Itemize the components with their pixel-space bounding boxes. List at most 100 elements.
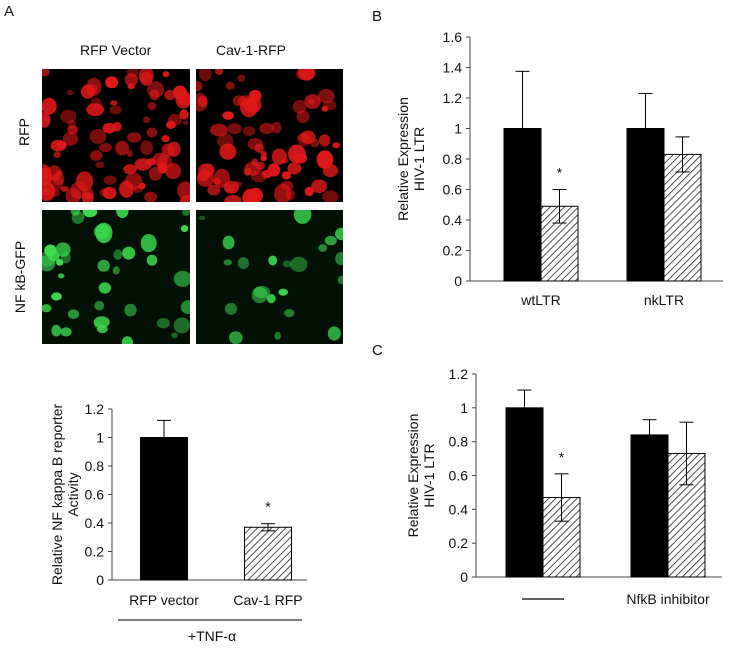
cell-blob [232, 95, 247, 107]
cell-blob [199, 215, 206, 221]
cell-blob [123, 164, 137, 175]
cell-blob [103, 175, 117, 185]
cell-blob [116, 210, 129, 218]
cell-blob [337, 275, 343, 285]
cell-blob [317, 89, 335, 104]
cell-blob [295, 69, 310, 80]
cell-blob [110, 100, 118, 106]
cell-blob [229, 331, 243, 344]
bar-solid [505, 407, 544, 578]
cell-blob [318, 244, 328, 252]
micrograph-nfkb-gfp-rfp-vector [42, 210, 190, 344]
y-tick-label: 1.2 [449, 366, 469, 382]
cell-blob [51, 324, 62, 337]
cell-blob [55, 242, 71, 257]
cell-blob [292, 99, 307, 114]
cell-blob [115, 140, 129, 156]
x-tick-label: wtLTR [520, 292, 560, 308]
cell-blob [52, 172, 65, 186]
cell-blob [122, 246, 136, 260]
cell-blob [224, 302, 238, 315]
y-axis-title-line: HIV-1 LTR [421, 443, 437, 507]
cell-blob [321, 105, 329, 112]
cell-blob [62, 131, 79, 146]
cell-blob [95, 161, 105, 169]
y-tick-label: 1 [460, 400, 468, 416]
cell-blob [112, 266, 120, 275]
cell-blob [196, 170, 215, 187]
y-tick-label: 0.6 [443, 182, 463, 198]
cell-blob [90, 150, 103, 161]
cell-blob [304, 186, 314, 197]
cell-blob [256, 161, 265, 170]
cell-blob [67, 125, 79, 135]
cell-blob [105, 76, 119, 89]
cell-blob [281, 171, 292, 180]
cell-blob [282, 260, 292, 268]
cell-blob [113, 249, 123, 260]
cell-blob [157, 162, 168, 174]
cell-blob [296, 110, 310, 124]
y-tick-label: 0.8 [443, 151, 463, 167]
cell-blob [324, 235, 337, 246]
cell-blob [290, 256, 308, 272]
cell-blob [215, 69, 224, 75]
cell-blob [68, 309, 79, 319]
cell-blob [253, 285, 271, 299]
cell-blob [82, 188, 94, 200]
cell-blob [102, 122, 116, 134]
cell-blob [175, 90, 190, 109]
cell-blob [144, 191, 157, 202]
cell-blob [298, 69, 316, 81]
y-axis-title-line: Relative NF kappa B reporter [49, 404, 65, 586]
cell-blob [196, 80, 203, 92]
cell-blob [143, 116, 151, 124]
condition-label: +TNF-α [188, 628, 236, 644]
cell-blob [67, 119, 77, 130]
cell-blob [284, 309, 295, 318]
y-tick-label: 0.4 [85, 515, 105, 531]
cell-blob [140, 234, 157, 253]
cell-blob [225, 81, 235, 90]
y-axis-title: Relative NF kappa B reporterActivity [49, 404, 81, 586]
cell-blob [164, 90, 176, 101]
micrograph-rfp-vector [42, 69, 190, 202]
cell-blob [51, 292, 62, 301]
cell-blob [294, 153, 308, 164]
cell-blob [126, 150, 133, 158]
cell-blob [227, 123, 242, 135]
cell-blob [166, 120, 176, 129]
cell-blob [179, 109, 189, 120]
cell-blob [237, 257, 250, 270]
cell-blob [146, 158, 156, 166]
cell-blob [180, 300, 190, 314]
cell-blob [76, 171, 94, 192]
cell-blob [60, 186, 69, 192]
y-tick-label: 0.2 [85, 544, 105, 560]
cell-blob [127, 132, 142, 143]
cell-blob [124, 303, 137, 317]
cell-blob [60, 252, 71, 264]
cell-blob [42, 255, 56, 272]
cell-blob [332, 142, 341, 149]
y-tick-label: 0.2 [443, 243, 463, 259]
cell-blob [95, 222, 113, 244]
y-axis-title: Relative ExpressionHIV-1 LTR [405, 414, 437, 538]
cell-blob [173, 317, 190, 334]
cell-blob [237, 74, 246, 82]
y-tick-label: 0.6 [85, 487, 105, 503]
cell-blob [67, 89, 74, 96]
y-tick-label: 0 [460, 569, 468, 585]
cell-blob [196, 92, 208, 112]
y-tick-label: 0.8 [85, 458, 105, 474]
cell-blob [94, 300, 105, 311]
x-tick-label: nkLTR [644, 292, 684, 308]
cell-blob [293, 210, 312, 224]
cell-blob [124, 73, 138, 87]
x-tick-label: NfkB inhibitor [626, 591, 710, 607]
significance-asterisk: * [265, 499, 271, 515]
cell-blob [271, 121, 282, 134]
y-tick-label: 1.2 [443, 90, 463, 106]
cell-blob [167, 141, 181, 157]
